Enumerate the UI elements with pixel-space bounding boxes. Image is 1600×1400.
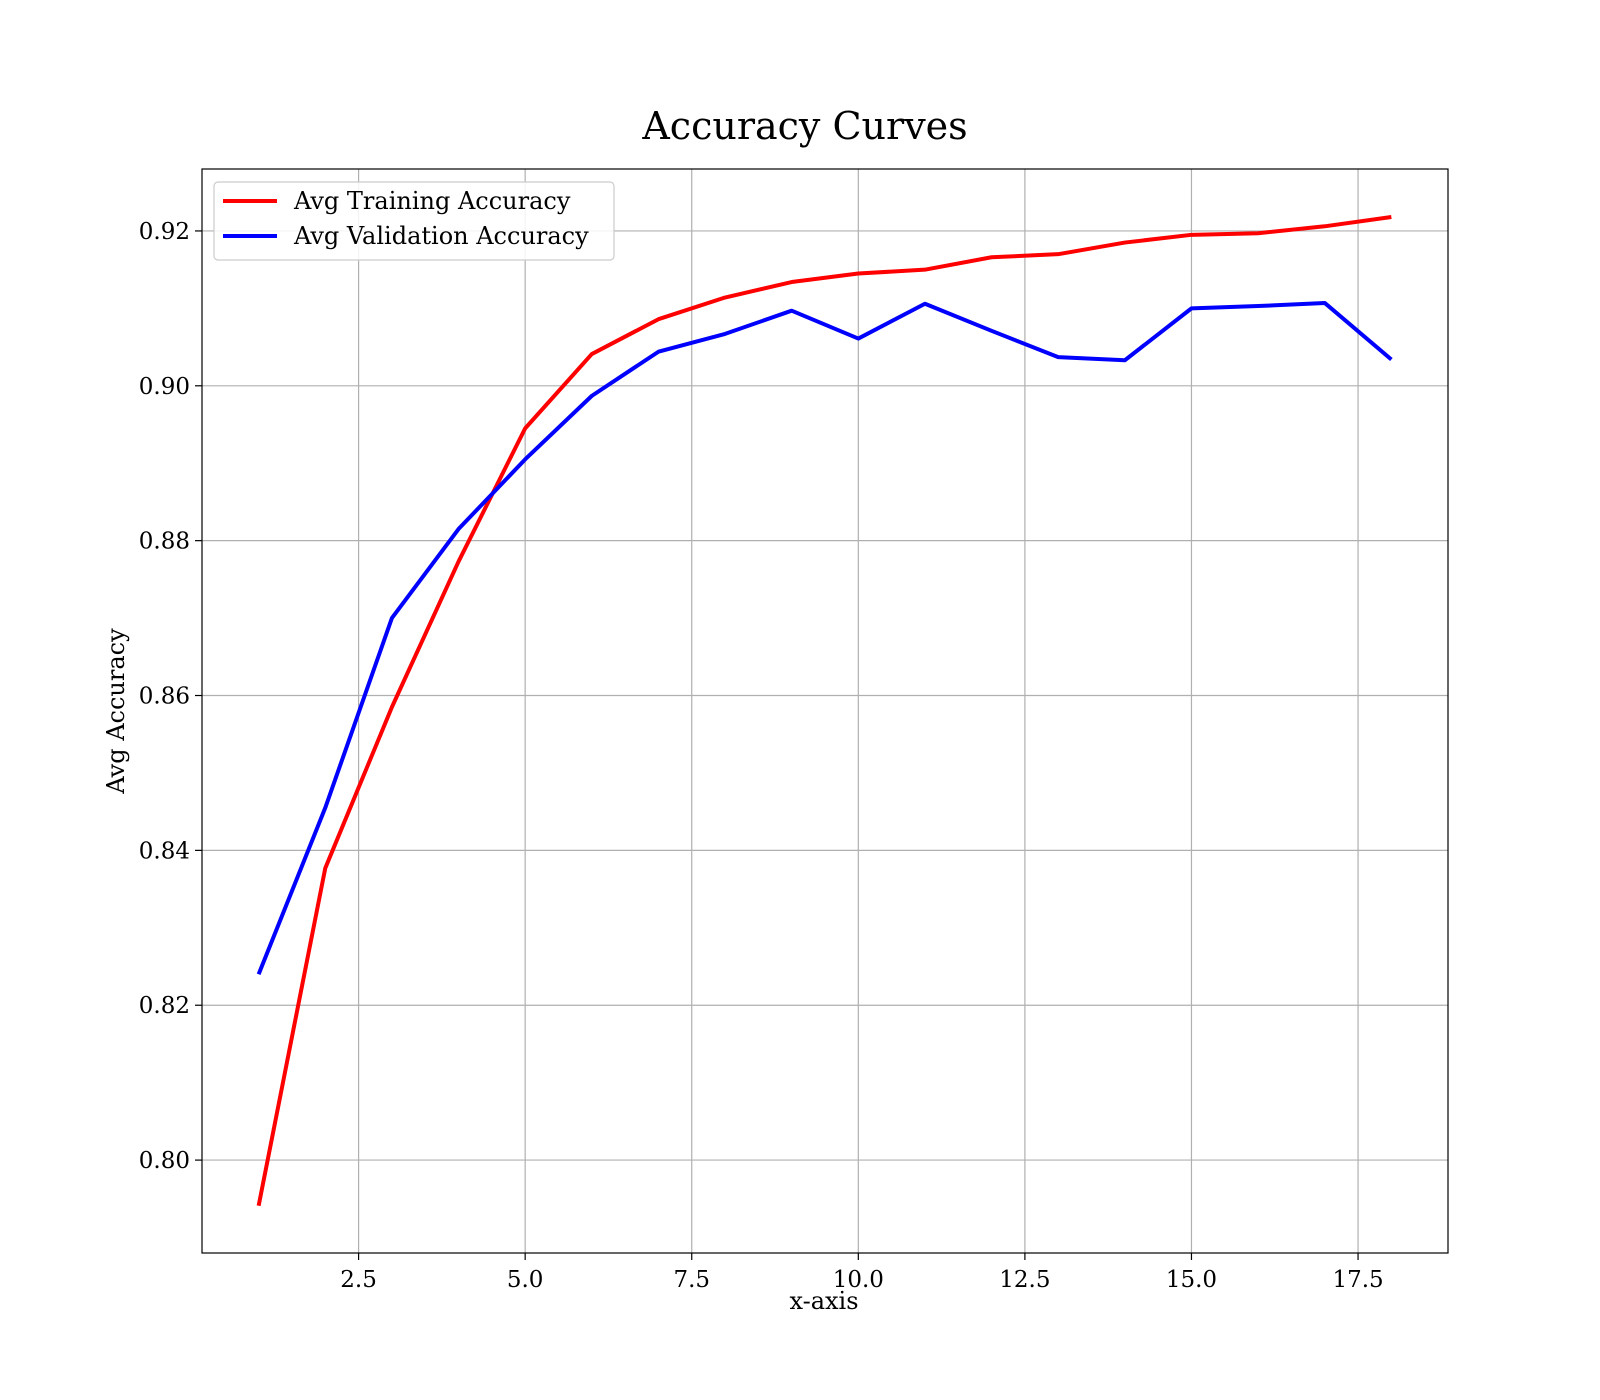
legend-box [213,181,615,261]
grid [202,169,1448,1253]
training-accuracy-line [256,215,1392,1207]
y-tick-label: 0.92 [139,219,190,245]
y-tick-label: 0.90 [139,374,190,400]
y-tick-label: 0.86 [139,684,190,710]
x-tick-label: 5.0 [507,1267,544,1293]
x-axis-label: x-axis [789,1287,858,1315]
y-tick-label: 0.80 [139,1148,190,1174]
y-axis-ticks: 0.80 0.82 0.84 0.86 0.88 0.90 0.92 [139,219,202,1174]
y-tick-label: 0.82 [139,993,190,1019]
y-tick-label: 0.88 [139,529,190,555]
y-tick-label: 0.84 [139,838,190,864]
series-lines [256,215,1393,1207]
x-tick-label: 2.5 [340,1267,377,1293]
legend-label-training: Avg Training Accuracy [293,187,571,215]
x-tick-label: 17.5 [1332,1267,1383,1293]
chart-title: Accuracy Curves [641,104,967,148]
y-axis-label: Avg Accuracy [102,628,130,795]
x-axis-ticks: 2.5 5.0 7.5 10.0 12.5 15.0 17.5 [340,1253,1384,1293]
x-tick-label: 12.5 [999,1267,1050,1293]
validation-accuracy-line [256,300,1393,976]
plot-frame [201,168,1449,1254]
legend-label-validation: Avg Validation Accuracy [293,222,589,250]
x-tick-label: 7.5 [673,1267,710,1293]
x-tick-label: 10.0 [833,1267,884,1293]
legend: Avg Training Accuracy Avg Validation Acc… [213,181,615,261]
x-tick-label: 15.0 [1166,1267,1217,1293]
